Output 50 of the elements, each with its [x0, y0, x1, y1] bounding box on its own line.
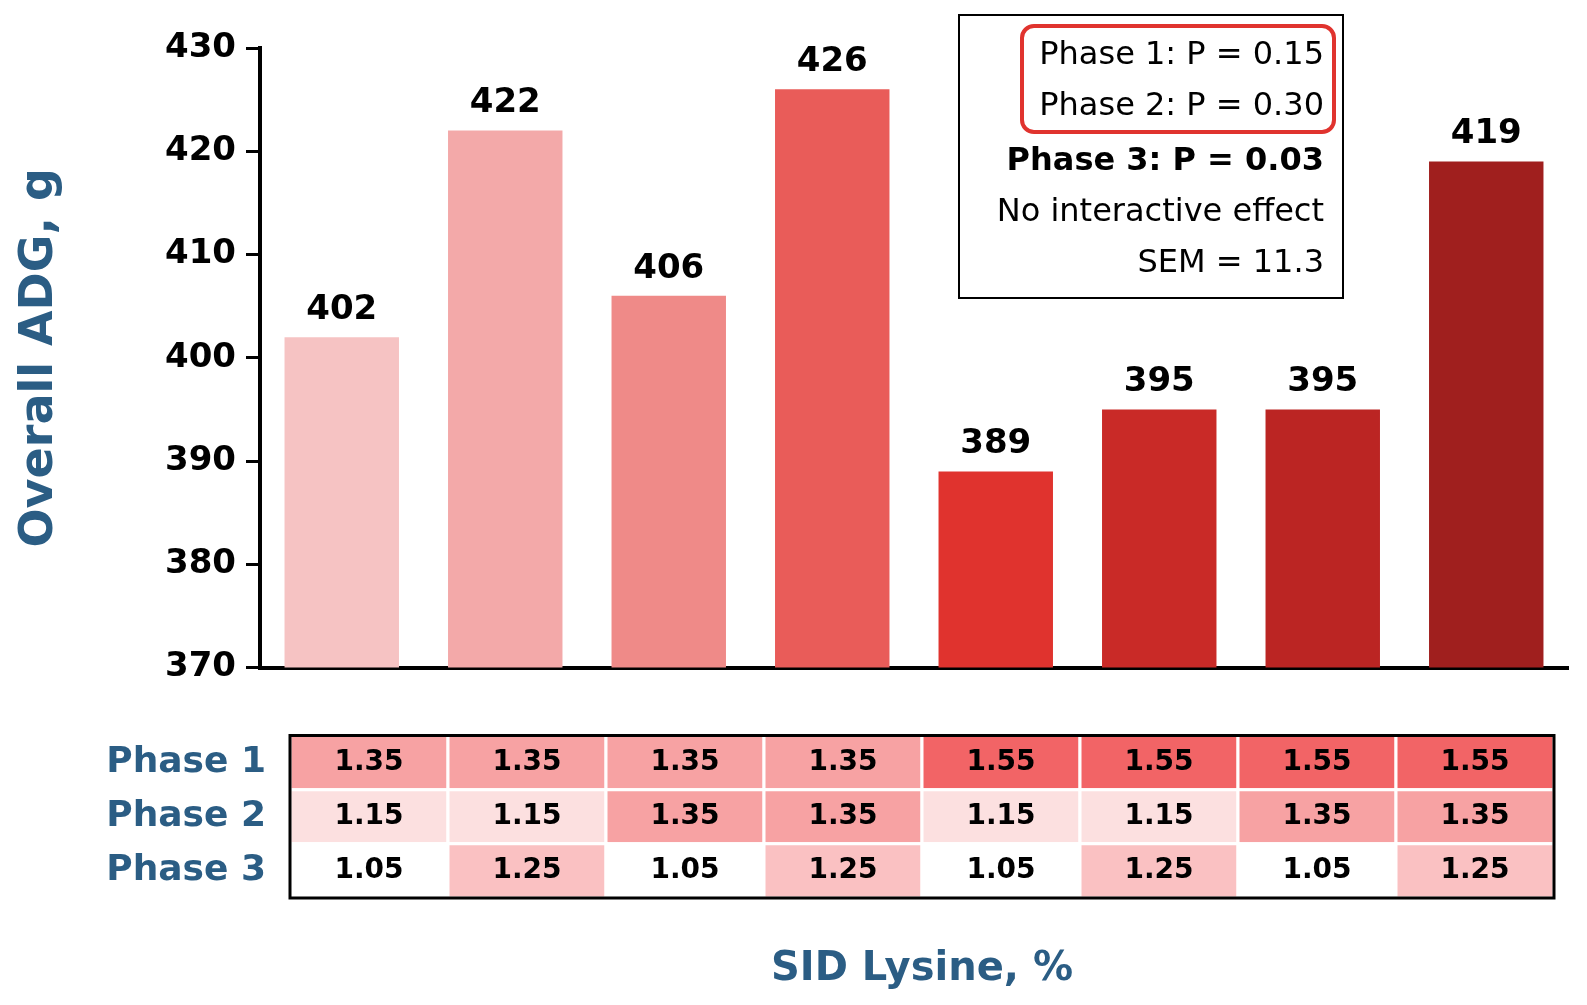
y-tick-label: 420 — [165, 128, 236, 169]
annotation: Phase 2: P = 0.30 — [1038, 84, 1324, 125]
data-label: 1.35 — [1282, 798, 1352, 832]
y-tick-label: 370 — [165, 644, 236, 685]
data-label: 1.15 — [334, 798, 404, 832]
data-label: 1.05 — [1282, 852, 1352, 886]
data-label: 1.55 — [966, 743, 1036, 777]
y-tick-label: 380 — [165, 541, 236, 582]
data-label: 1.15 — [966, 798, 1036, 832]
data-label: 1.35 — [650, 798, 720, 832]
y-tick-label: Phase 2 — [106, 793, 266, 835]
data-label: 1.55 — [1124, 743, 1194, 777]
y-tick-label: 430 — [165, 24, 236, 65]
data-label: 395 — [1287, 359, 1359, 400]
y-axis-title: Overall ADG, g — [8, 168, 63, 548]
data-label: 389 — [960, 421, 1032, 462]
rounded-frame: Phase 1: P = 0.15 Phase 2: P = 0.30 — [1020, 24, 1336, 134]
data-label: 1.25 — [808, 852, 878, 886]
data-label: 1.25 — [1440, 852, 1510, 886]
data-label: 406 — [633, 245, 705, 286]
data-label: 1.55 — [1440, 743, 1510, 777]
data-label: 1.05 — [966, 852, 1036, 886]
data-label: 1.05 — [334, 852, 404, 886]
y-tick-label: 400 — [165, 334, 236, 375]
annotation: SEM = 11.3 — [1136, 241, 1324, 282]
data-label: 1.35 — [334, 743, 404, 777]
data-label: 426 — [796, 39, 868, 80]
annotation: No interactive effect — [995, 190, 1324, 231]
data-label: 1.35 — [808, 743, 878, 777]
y-tick-label: 390 — [165, 437, 236, 478]
annotation: Phase 1: P = 0.15 — [1038, 33, 1324, 74]
data-label: 419 — [1450, 111, 1522, 152]
data-label: 1.25 — [1124, 852, 1194, 886]
data-label: 1.35 — [650, 743, 720, 777]
x-axis-title: SID Lysine, % — [771, 943, 1073, 990]
annotation: Phase 3: P = 0.03 — [1005, 139, 1324, 180]
data-label: 1.55 — [1282, 743, 1352, 777]
data-label: 402 — [306, 286, 378, 327]
y-tick-label: 410 — [165, 231, 236, 272]
data-label: 1.15 — [492, 798, 562, 832]
data-label: 1.35 — [808, 798, 878, 832]
data-label: 1.35 — [492, 743, 562, 777]
data-label: 1.15 — [1124, 798, 1194, 832]
data-label: 422 — [469, 80, 541, 121]
data-label: 1.05 — [650, 852, 720, 886]
data-label: 1.25 — [492, 852, 562, 886]
y-tick-label: Phase 3 — [106, 847, 266, 889]
y-tick-label: Phase 1 — [106, 739, 266, 781]
data-label: 395 — [1123, 359, 1195, 400]
data-label: 1.35 — [1440, 798, 1510, 832]
